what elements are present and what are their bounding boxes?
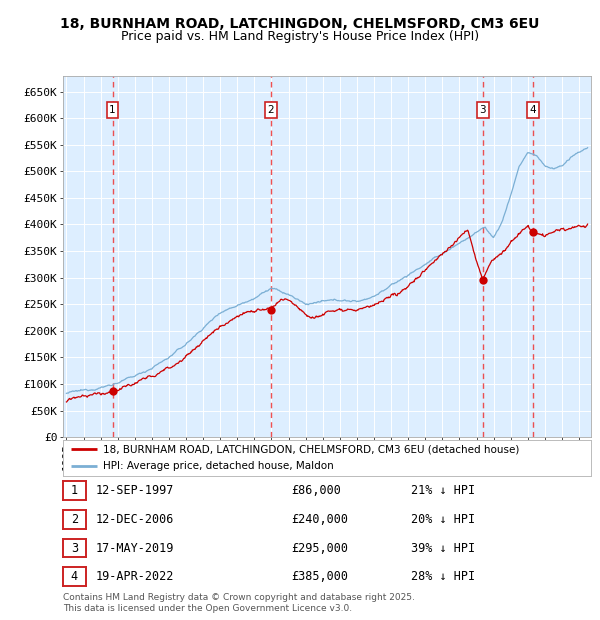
Text: 28% ↓ HPI: 28% ↓ HPI [411, 570, 475, 583]
Text: £240,000: £240,000 [291, 513, 348, 526]
Text: 4: 4 [71, 570, 78, 583]
Text: £385,000: £385,000 [291, 570, 348, 583]
Text: Contains HM Land Registry data © Crown copyright and database right 2025.
This d: Contains HM Land Registry data © Crown c… [63, 593, 415, 613]
Text: 1: 1 [109, 105, 116, 115]
Text: 18, BURNHAM ROAD, LATCHINGDON, CHELMSFORD, CM3 6EU: 18, BURNHAM ROAD, LATCHINGDON, CHELMSFOR… [61, 17, 539, 32]
Text: 1: 1 [71, 484, 78, 497]
Text: 2: 2 [71, 513, 78, 526]
Text: 20% ↓ HPI: 20% ↓ HPI [411, 513, 475, 526]
Text: 12-DEC-2006: 12-DEC-2006 [96, 513, 175, 526]
Text: £295,000: £295,000 [291, 542, 348, 555]
Text: 19-APR-2022: 19-APR-2022 [96, 570, 175, 583]
Text: 12-SEP-1997: 12-SEP-1997 [96, 484, 175, 497]
Text: Price paid vs. HM Land Registry's House Price Index (HPI): Price paid vs. HM Land Registry's House … [121, 30, 479, 43]
Text: 4: 4 [530, 105, 536, 115]
Text: £86,000: £86,000 [291, 484, 341, 497]
Text: 39% ↓ HPI: 39% ↓ HPI [411, 542, 475, 555]
Text: HPI: Average price, detached house, Maldon: HPI: Average price, detached house, Mald… [103, 461, 334, 471]
Text: 18, BURNHAM ROAD, LATCHINGDON, CHELMSFORD, CM3 6EU (detached house): 18, BURNHAM ROAD, LATCHINGDON, CHELMSFOR… [103, 444, 519, 454]
Text: 21% ↓ HPI: 21% ↓ HPI [411, 484, 475, 497]
Text: 17-MAY-2019: 17-MAY-2019 [96, 542, 175, 555]
Text: 3: 3 [71, 542, 78, 555]
Text: 3: 3 [479, 105, 486, 115]
Text: 2: 2 [267, 105, 274, 115]
